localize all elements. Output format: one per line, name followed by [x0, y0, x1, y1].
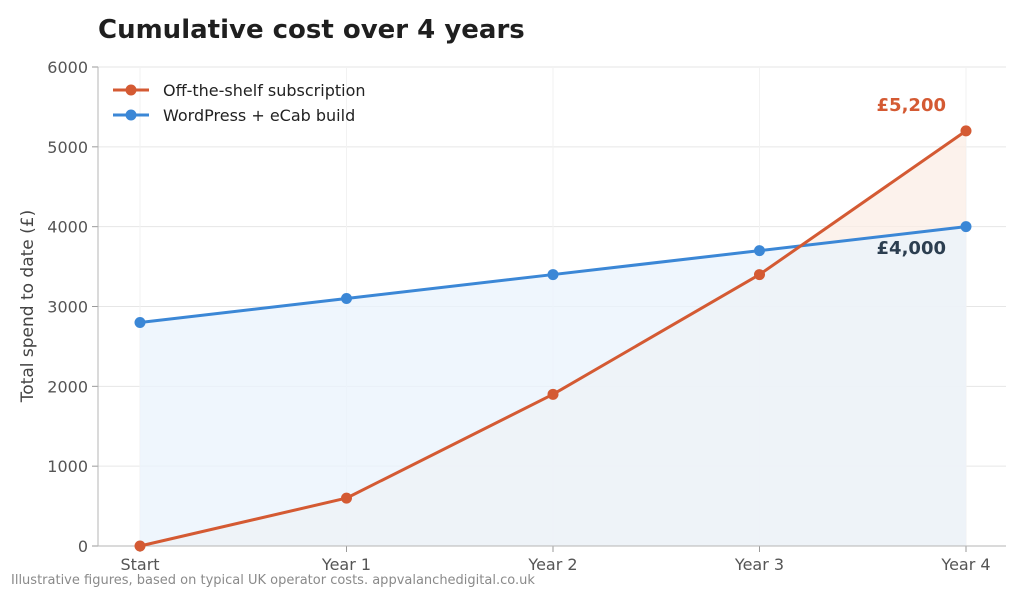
legend-label: Off-the-shelf subscription [163, 81, 366, 100]
series-1-point [754, 245, 765, 257]
end-label-subscription: £5,200 [877, 95, 946, 116]
series-1-point [960, 221, 972, 233]
y-tick-label: 1000 [47, 457, 88, 476]
series-1-point [134, 316, 146, 328]
legend: Off-the-shelf subscription WordPress + eC… [113, 81, 366, 125]
series-1-point [341, 293, 352, 305]
chart-title: Cumulative cost over 4 years [98, 15, 525, 45]
y-tick-label: 6000 [47, 58, 88, 77]
legend-swatch-marker [125, 84, 137, 96]
series-0-point [547, 388, 559, 400]
legend-label: WordPress + eCab build [163, 106, 355, 125]
data-labels: £5,200 £4,000 [877, 95, 946, 259]
y-tick-label: 3000 [47, 298, 88, 317]
y-tick-label: 4000 [47, 218, 88, 237]
y-axis-title: Total spend to date (£) [18, 210, 38, 403]
x-tick-label: Start [120, 555, 159, 574]
end-label-build: £4,000 [877, 238, 946, 259]
footnote: Illustrative figures, based on typical U… [11, 573, 535, 588]
series-points [134, 125, 972, 552]
y-tick-label: 5000 [47, 138, 88, 157]
x-tick-label: Year 4 [940, 555, 990, 574]
x-tick-label: Year 1 [321, 555, 371, 574]
series-0-point [134, 540, 146, 552]
x-tick-label: Year 2 [527, 555, 577, 574]
series-fill-1 [140, 226, 966, 546]
x-tick-label: Year 3 [734, 555, 784, 574]
axes: 0 1000 2000 3000 4000 5000 6000 Start Year 1 Year… [47, 58, 1006, 574]
series-1-point [547, 269, 559, 281]
series-fills [140, 130, 966, 546]
y-tick-label: 2000 [47, 377, 88, 396]
legend-swatch-marker [125, 109, 137, 121]
series-0-point [341, 492, 352, 504]
y-tick-label: 0 [78, 537, 88, 556]
series-0-point [754, 269, 765, 281]
series-0-point [960, 125, 972, 137]
